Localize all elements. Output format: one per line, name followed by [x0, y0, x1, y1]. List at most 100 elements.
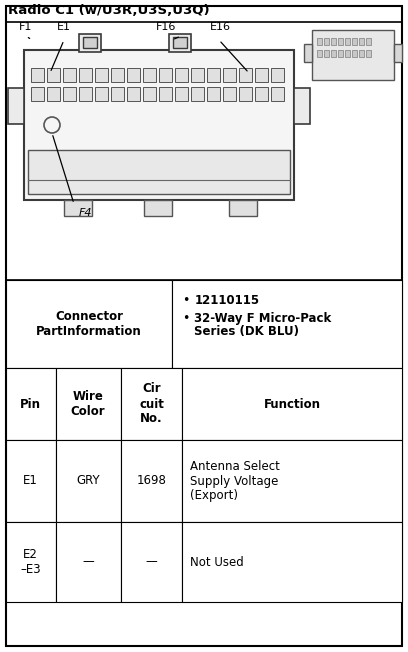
- Bar: [175, 87, 188, 101]
- Bar: [6, 22, 402, 280]
- Text: —: —: [146, 556, 157, 569]
- Bar: [223, 68, 236, 82]
- Bar: [317, 38, 322, 45]
- Text: Not Used: Not Used: [190, 556, 244, 569]
- Bar: [324, 38, 329, 45]
- Bar: [312, 30, 394, 80]
- Text: —: —: [82, 556, 94, 569]
- Bar: [182, 368, 402, 440]
- Bar: [6, 440, 55, 522]
- Text: 12110115: 12110115: [194, 294, 259, 307]
- Text: F1: F1: [19, 22, 33, 32]
- Bar: [79, 68, 92, 82]
- Bar: [169, 34, 191, 52]
- Bar: [229, 200, 257, 216]
- Bar: [359, 38, 364, 45]
- Bar: [317, 50, 322, 57]
- Bar: [271, 68, 284, 82]
- Bar: [47, 68, 60, 82]
- Bar: [24, 50, 294, 200]
- Bar: [63, 87, 76, 101]
- Text: E1: E1: [57, 22, 71, 32]
- Text: 32-Way F Micro-Pack: 32-Way F Micro-Pack: [194, 312, 332, 325]
- Bar: [31, 68, 44, 82]
- Bar: [271, 87, 284, 101]
- Bar: [121, 440, 182, 522]
- Bar: [28, 150, 290, 194]
- Bar: [182, 522, 402, 602]
- Bar: [8, 88, 24, 124]
- Text: F16: F16: [156, 22, 176, 32]
- Text: E1: E1: [23, 475, 38, 488]
- Bar: [255, 68, 268, 82]
- Text: GRY: GRY: [76, 475, 100, 488]
- Bar: [95, 68, 108, 82]
- Bar: [352, 50, 357, 57]
- Bar: [359, 50, 364, 57]
- Bar: [345, 50, 350, 57]
- Bar: [366, 38, 371, 45]
- Text: •: •: [182, 294, 190, 307]
- Text: Function: Function: [264, 398, 321, 411]
- Bar: [394, 44, 402, 62]
- Bar: [324, 50, 329, 57]
- Text: Wire
Color: Wire Color: [71, 390, 106, 418]
- Bar: [144, 200, 172, 216]
- Bar: [159, 68, 172, 82]
- Bar: [95, 87, 108, 101]
- Bar: [63, 68, 76, 82]
- Bar: [6, 522, 55, 602]
- Bar: [6, 280, 172, 368]
- Text: 1698: 1698: [137, 475, 166, 488]
- Bar: [55, 522, 121, 602]
- Bar: [143, 68, 156, 82]
- Bar: [345, 38, 350, 45]
- Text: F4: F4: [79, 208, 93, 218]
- Bar: [366, 50, 371, 57]
- Bar: [159, 87, 172, 101]
- Bar: [127, 68, 140, 82]
- Bar: [338, 50, 343, 57]
- Bar: [121, 522, 182, 602]
- Text: Pin: Pin: [20, 398, 41, 411]
- Bar: [182, 440, 402, 522]
- Bar: [121, 368, 182, 440]
- Text: •: •: [182, 312, 190, 325]
- Bar: [207, 68, 220, 82]
- Text: Radio C1 (w/U3R,U3S,U3Q): Radio C1 (w/U3R,U3S,U3Q): [8, 4, 210, 17]
- Bar: [294, 88, 310, 124]
- Bar: [239, 87, 252, 101]
- Bar: [79, 87, 92, 101]
- Bar: [331, 50, 336, 57]
- Text: E2
–E3: E2 –E3: [20, 548, 41, 576]
- Bar: [47, 87, 60, 101]
- Text: Antenna Select
Supply Voltage
(Export): Antenna Select Supply Voltage (Export): [190, 460, 280, 503]
- Bar: [143, 87, 156, 101]
- Bar: [64, 200, 92, 216]
- Bar: [172, 280, 402, 368]
- Bar: [175, 68, 188, 82]
- Bar: [191, 68, 204, 82]
- Bar: [255, 87, 268, 101]
- Bar: [111, 68, 124, 82]
- Text: Series (DK BLU): Series (DK BLU): [194, 325, 299, 338]
- Bar: [304, 44, 312, 62]
- Bar: [127, 87, 140, 101]
- Bar: [352, 38, 357, 45]
- Bar: [239, 68, 252, 82]
- Bar: [79, 34, 101, 52]
- Bar: [338, 38, 343, 45]
- Bar: [331, 38, 336, 45]
- Text: Connector
PartInformation: Connector PartInformation: [36, 310, 142, 338]
- Bar: [31, 87, 44, 101]
- Bar: [6, 368, 55, 440]
- Bar: [173, 37, 187, 48]
- Bar: [223, 87, 236, 101]
- Bar: [111, 87, 124, 101]
- Text: E16: E16: [209, 22, 231, 32]
- Bar: [55, 440, 121, 522]
- Bar: [191, 87, 204, 101]
- Bar: [207, 87, 220, 101]
- Bar: [83, 37, 97, 48]
- Bar: [55, 368, 121, 440]
